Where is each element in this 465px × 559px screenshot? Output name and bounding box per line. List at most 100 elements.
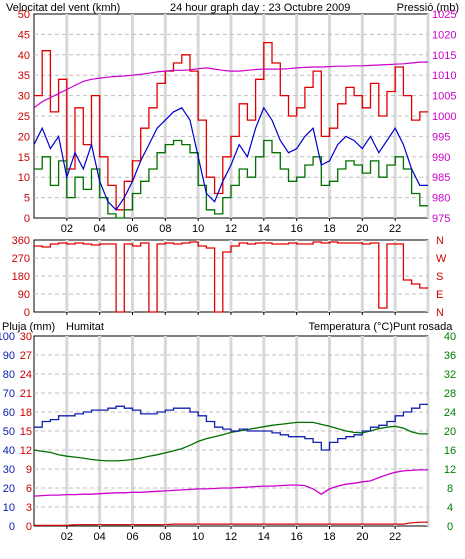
rain-axis-label: Pluja (mm) — [2, 321, 55, 333]
rain-line — [34, 521, 428, 526]
x-tick-label: 02 — [61, 223, 73, 235]
temperature-y-tick-label: 40 — [444, 331, 456, 343]
humidity-y-tick-label: 60 — [3, 407, 15, 419]
x-tick-label: 12 — [225, 223, 237, 235]
x-tick-label: 08 — [159, 223, 171, 235]
pressure-y-tick-label: 985 — [432, 172, 450, 184]
x-tick-label: 20 — [356, 531, 368, 543]
pressure-y-tick-label: 990 — [432, 152, 450, 164]
rain-y-tick-label: 15 — [20, 426, 32, 438]
wind-gust-line — [34, 41, 428, 211]
x-tick-label: 18 — [323, 531, 335, 543]
wind-lull-line — [34, 139, 428, 219]
temperature-y-tick-label: 0 — [447, 521, 453, 533]
pressure-y-tick-label: 1025 — [432, 9, 456, 21]
compass-label: N — [436, 307, 444, 319]
wind-y-tick-label: 20 — [18, 131, 30, 143]
humidity-y-tick-label: 40 — [3, 445, 15, 457]
temperature-y-tick-label: 28 — [444, 388, 456, 400]
direction-y-tick-label: 360 — [12, 235, 30, 247]
wind-pressure-panel: 0510152025303540455097598098599099510001… — [18, 9, 457, 235]
dewpoint-line — [33, 469, 428, 497]
rain-y-tick-label: 3 — [26, 502, 32, 514]
temperature-y-tick-label: 36 — [444, 350, 456, 362]
rain-y-tick-label: 6 — [26, 483, 32, 495]
compass-label: N — [436, 235, 444, 247]
wind-y-tick-label: 40 — [18, 50, 30, 62]
rain-y-tick-label: 21 — [20, 388, 32, 400]
x-tick-label: 16 — [291, 531, 303, 543]
wind-y-tick-label: 45 — [18, 29, 30, 41]
x-tick-label: 22 — [389, 223, 401, 235]
wind-y-tick-label: 50 — [18, 9, 30, 21]
wind-y-tick-label: 0 — [24, 213, 30, 225]
temperature-y-tick-label: 32 — [444, 369, 456, 381]
pressure-y-tick-label: 1015 — [432, 50, 456, 62]
wind-y-tick-label: 25 — [18, 111, 30, 123]
wind-y-tick-label: 15 — [18, 152, 30, 164]
compass-label: S — [436, 271, 443, 283]
wind-average-line — [33, 106, 428, 211]
x-tick-label: 08 — [159, 531, 171, 543]
x-tick-label: 02 — [61, 531, 73, 543]
x-tick-label: 10 — [192, 223, 204, 235]
x-tick-label: 20 — [356, 223, 368, 235]
x-tick-label: 12 — [225, 531, 237, 543]
direction-y-tick-label: 180 — [12, 271, 30, 283]
humidity-y-tick-label: 20 — [3, 483, 15, 495]
humidity-y-tick-label: 30 — [3, 464, 15, 476]
temperature-y-tick-label: 4 — [447, 502, 453, 514]
wind-direction-line — [34, 241, 428, 313]
rain-y-tick-label: 24 — [20, 369, 32, 381]
humidity-y-tick-label: 90 — [3, 350, 15, 362]
wind-y-tick-label: 10 — [18, 172, 30, 184]
humidity-y-tick-label: 50 — [3, 426, 15, 438]
humidity-axis-label: Humitat — [66, 321, 104, 333]
rain-y-tick-label: 27 — [20, 350, 32, 362]
temperature-y-tick-label: 12 — [444, 464, 456, 476]
humidity-y-tick-label: 100 — [0, 331, 15, 343]
humidity-y-tick-label: 70 — [3, 388, 15, 400]
pressure-y-tick-label: 1005 — [432, 91, 456, 103]
wind-y-tick-label: 35 — [18, 70, 30, 82]
wind-axis-label: Velocitat del vent (kmh) — [6, 2, 120, 14]
x-tick-label: 06 — [126, 531, 138, 543]
x-tick-label: 22 — [389, 531, 401, 543]
x-tick-label: 14 — [258, 223, 270, 235]
x-tick-label: 04 — [94, 223, 106, 235]
direction-y-tick-label: 90 — [18, 289, 30, 301]
pressure-y-tick-label: 1010 — [432, 70, 456, 82]
rain-y-tick-label: 0 — [26, 521, 32, 533]
humidity-y-tick-label: 0 — [9, 521, 15, 533]
pressure-y-tick-label: 980 — [432, 193, 450, 205]
pressure-line — [33, 61, 428, 109]
humidity-y-tick-label: 10 — [3, 502, 15, 514]
rain-y-tick-label: 12 — [20, 445, 32, 457]
pressure-axis-label: Pressió (mb) — [397, 2, 459, 14]
temperature-y-tick-label: 24 — [444, 407, 456, 419]
compass-label: E — [436, 289, 443, 301]
x-tick-label: 18 — [323, 223, 335, 235]
x-tick-label: 16 — [291, 223, 303, 235]
direction-y-tick-label: 0 — [24, 307, 30, 319]
temperature-axis-label: Temperatura (°C) — [309, 321, 393, 333]
direction-y-tick-label: 270 — [12, 253, 30, 265]
pressure-y-tick-label: 975 — [432, 213, 450, 225]
temperature-y-tick-label: 8 — [447, 483, 453, 495]
x-tick-label: 06 — [126, 223, 138, 235]
humidity-temperature-panel: 0102030405060708090100036912151821242730… — [0, 331, 456, 543]
humidity-y-tick-label: 80 — [3, 369, 15, 381]
compass-label: W — [436, 253, 447, 265]
temperature-y-tick-label: 16 — [444, 445, 456, 457]
rain-y-tick-label: 9 — [26, 464, 32, 476]
humidity-line — [34, 403, 428, 451]
wind-y-tick-label: 30 — [18, 91, 30, 103]
x-tick-label: 04 — [94, 531, 106, 543]
temperature-y-tick-label: 20 — [444, 426, 456, 438]
pressure-y-tick-label: 1000 — [432, 111, 456, 123]
rain-y-tick-label: 18 — [20, 407, 32, 419]
x-tick-label: 10 — [192, 531, 204, 543]
